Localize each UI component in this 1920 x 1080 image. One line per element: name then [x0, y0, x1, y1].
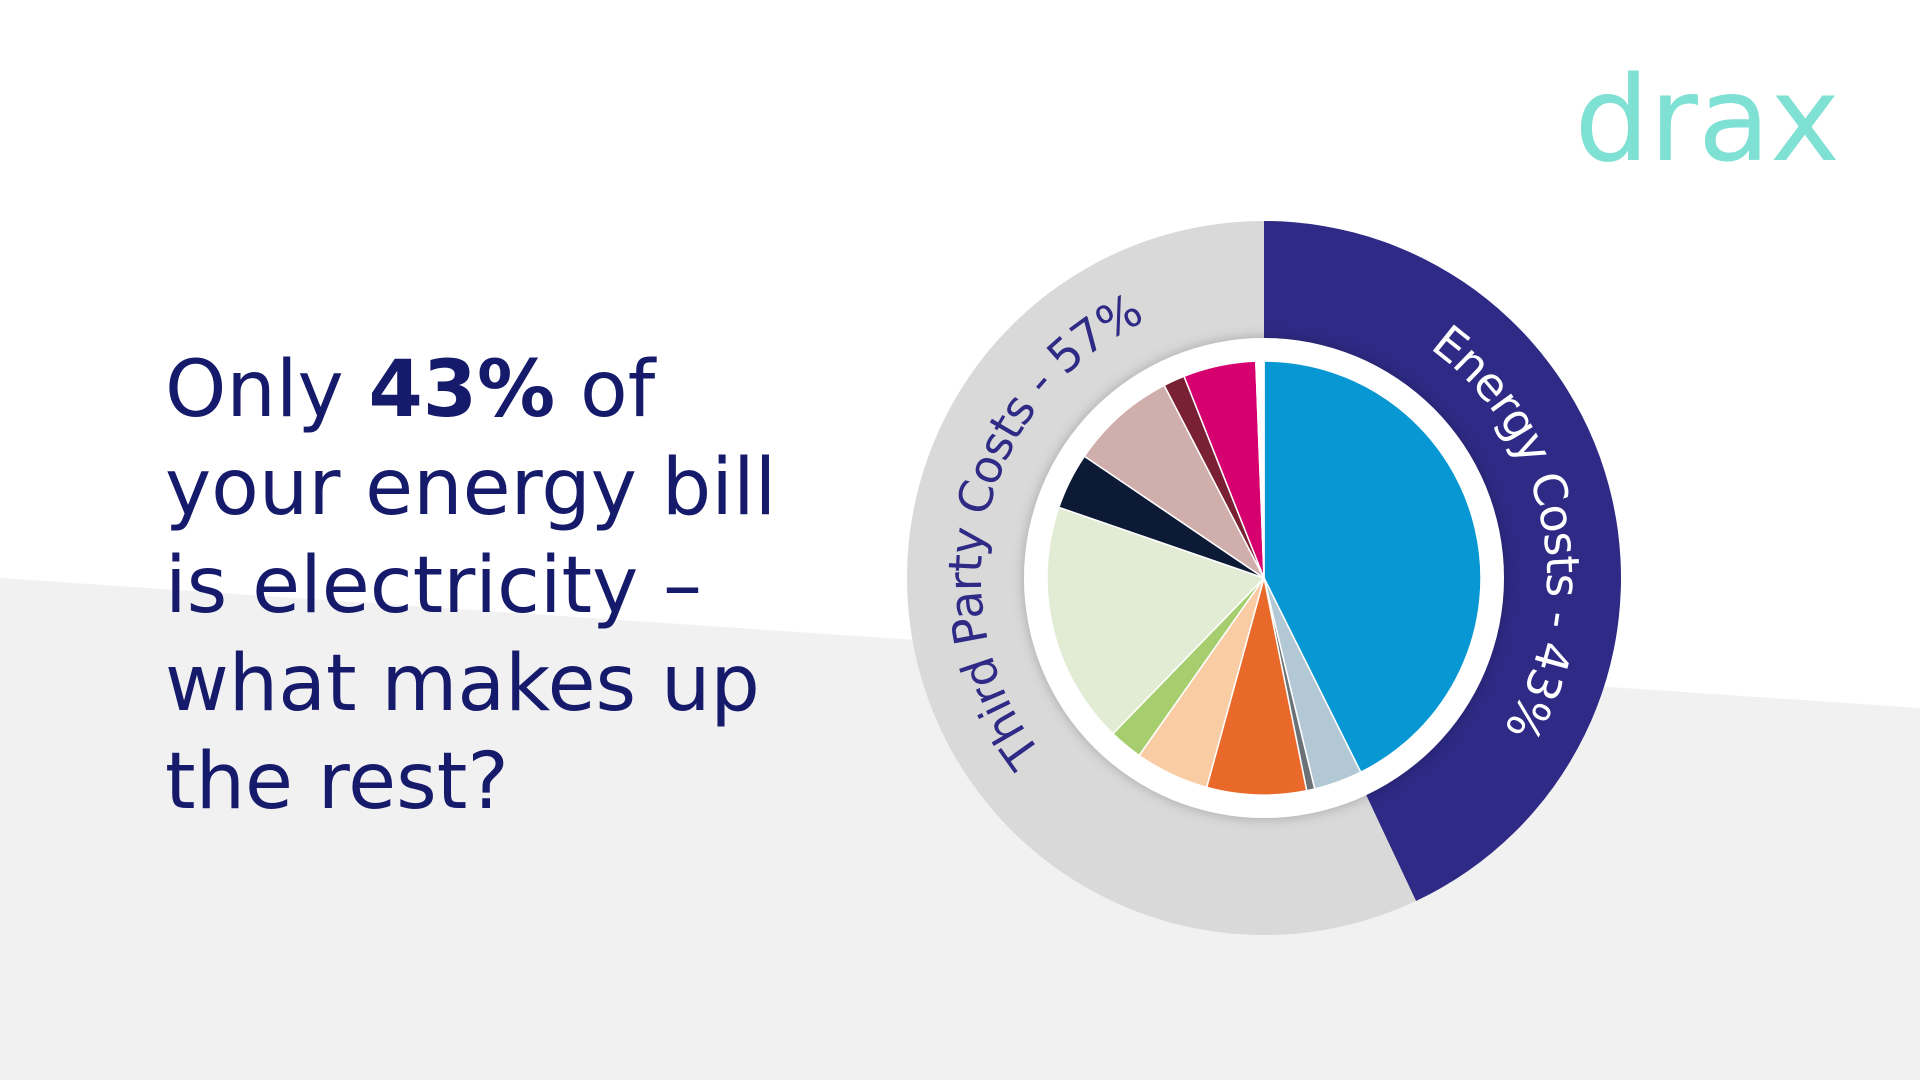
headline-line: the rest? — [165, 737, 509, 827]
headline-line: what makes up — [165, 639, 760, 729]
headline-line: Only 43% of — [165, 345, 657, 435]
logo: drax — [1574, 50, 1840, 188]
pie-slice — [1046, 506, 1266, 735]
pie-slice — [1083, 384, 1265, 579]
headline-text: Only — [165, 345, 368, 435]
headline: Only 43% of your energy bill is electric… — [165, 345, 776, 827]
ring-segment — [907, 221, 1417, 935]
headline-line: is electricity – — [165, 541, 702, 631]
pie-slice — [1263, 360, 1482, 774]
headline-emphasis: 43% — [368, 345, 555, 435]
pie-slice — [1255, 360, 1265, 579]
ring-segment — [1264, 221, 1621, 902]
headline-text: of — [555, 345, 657, 435]
headline-line: your energy bill — [165, 443, 776, 533]
pie-slice — [1205, 577, 1308, 796]
